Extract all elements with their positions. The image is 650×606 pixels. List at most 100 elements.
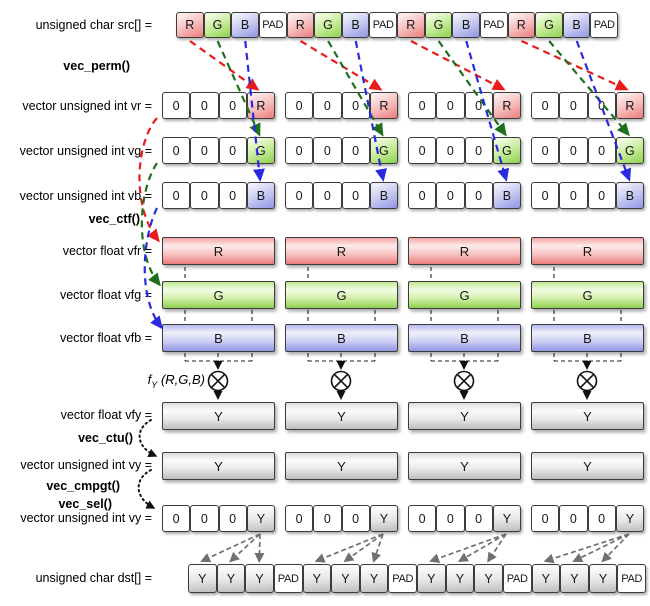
store-fan-arrows — [200, 533, 630, 564]
label-vfr: vector float vfr = — [62, 244, 152, 258]
cell-R: R — [615, 92, 644, 119]
cell-G: G — [369, 137, 398, 164]
multiply-operators — [207, 370, 598, 400]
cell-0: 0 — [218, 182, 247, 209]
store-arrow — [429, 533, 507, 563]
store-arrow — [343, 533, 384, 563]
cell-0: 0 — [587, 505, 616, 532]
vfr-bar: R — [408, 237, 521, 265]
store-arrow — [543, 533, 630, 564]
cell-0: 0 — [464, 182, 493, 209]
cell-0: 0 — [218, 137, 247, 164]
ctf-curve-g — [140, 162, 161, 287]
cell-G: G — [314, 12, 342, 38]
vfg-bar: G — [162, 281, 275, 309]
multiply-icon — [576, 370, 598, 392]
vy-bar: Y — [408, 452, 521, 480]
cell-R: R — [246, 92, 275, 119]
cell-B: B — [562, 12, 591, 38]
cell-PAD: PAD — [502, 564, 532, 593]
cell-0: 0 — [218, 92, 247, 119]
cell-0: 0 — [408, 505, 437, 532]
cell-0: 0 — [408, 182, 437, 209]
perm-arrow-g — [437, 40, 507, 137]
store-arrow — [314, 533, 384, 563]
cell-0: 0 — [313, 182, 342, 209]
cell-0: 0 — [162, 182, 191, 209]
multiply-x — [211, 374, 225, 388]
cell-0: 0 — [587, 137, 616, 164]
cell-PAD: PAD — [479, 12, 508, 38]
label-vfy: vector float vfy = — [60, 408, 152, 422]
src-array-row: R G B PAD R G B PAD R G B PAD R G B PAD — [176, 12, 618, 38]
label-vec-sel: vec_sel() — [58, 497, 112, 511]
cell-Y: Y — [359, 564, 389, 593]
cell-R: R — [397, 12, 425, 38]
ctu-dotted-arrow — [138, 419, 158, 457]
cell-R: R — [286, 12, 315, 38]
store-arrow — [229, 533, 261, 563]
label-vfg: vector float vfg = — [59, 288, 152, 302]
cell-Y: Y — [245, 564, 274, 593]
cell-Y: Y — [445, 564, 475, 593]
cell-Y: Y — [216, 564, 246, 593]
cell-PAD: PAD — [590, 12, 618, 38]
cell-0: 0 — [162, 505, 191, 532]
vy-bar: Y — [285, 452, 398, 480]
cell-R: R — [369, 92, 398, 119]
cell-G: G — [246, 137, 275, 164]
cell-0: 0 — [162, 137, 191, 164]
vfr-bar: R — [285, 237, 398, 265]
cell-G: G — [535, 12, 563, 38]
label-vec-ctf: vec_ctf() — [88, 212, 140, 226]
cell-Y: Y — [369, 505, 398, 532]
cell-G: G — [424, 12, 453, 38]
label-vr: vector unsigned int vr = — [22, 99, 152, 113]
fy-f: f — [147, 372, 152, 388]
cell-0: 0 — [531, 137, 560, 164]
ctf-curve-b — [143, 207, 163, 330]
vfg-bar: G — [285, 281, 398, 309]
cell-0: 0 — [218, 505, 247, 532]
cell-0: 0 — [190, 505, 219, 532]
cell-Y: Y — [615, 505, 644, 532]
multiply-x — [334, 374, 348, 388]
multiply-x — [457, 374, 471, 388]
sel-dotted-arrow — [137, 469, 156, 509]
perm-arrow-r — [299, 40, 383, 91]
label-vy: vector unsigned int vy = — [20, 458, 152, 472]
cell-Y: Y — [246, 505, 275, 532]
cell-0: 0 — [285, 182, 314, 209]
perm-arrow-r — [189, 40, 260, 91]
ctf-curve-r — [138, 117, 160, 243]
cell-R: R — [492, 92, 521, 119]
vy-bar: Y — [162, 452, 275, 480]
store-arrow — [200, 533, 261, 563]
vfy-bar: Y — [531, 402, 644, 430]
cell-0: 0 — [341, 137, 370, 164]
fy-subscript: Y — [151, 379, 158, 390]
multiply-x — [580, 374, 594, 388]
multiply-icon — [330, 370, 352, 392]
cell-0: 0 — [559, 137, 588, 164]
cell-0: 0 — [313, 505, 342, 532]
vfy-bar: Y — [408, 402, 521, 430]
vfr-bar: R — [531, 237, 644, 265]
store-arrow — [457, 533, 507, 563]
multiply-icon — [207, 370, 229, 392]
vfg-bar: G — [531, 281, 644, 309]
cell-0: 0 — [408, 92, 437, 119]
cell-0: 0 — [341, 505, 370, 532]
cell-0: 0 — [285, 92, 314, 119]
cell-R: R — [176, 12, 204, 38]
label-vy-sel: vector unsigned int vy = — [20, 511, 152, 525]
cell-PAD: PAD — [258, 12, 287, 38]
